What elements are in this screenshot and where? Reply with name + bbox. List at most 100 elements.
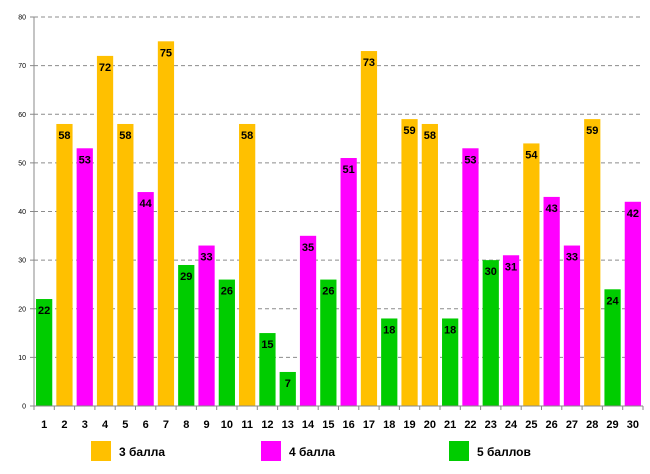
bar — [178, 264, 195, 406]
x-tick-label: 20 — [424, 419, 436, 431]
legend-label: 5 баллов — [477, 445, 531, 459]
data-label: 53 — [464, 154, 476, 166]
bar — [584, 119, 601, 407]
y-tick-label: 50 — [18, 160, 26, 167]
data-label: 26 — [221, 286, 233, 298]
bar — [76, 148, 93, 406]
data-label: 33 — [566, 252, 578, 264]
bar — [157, 41, 175, 406]
y-tick-label: 30 — [18, 258, 26, 265]
x-tick-label: 13 — [282, 419, 294, 431]
y-tick-label: 20 — [18, 306, 26, 313]
x-tick-label: 9 — [203, 419, 209, 431]
bar — [117, 123, 134, 406]
x-tick-label: 3 — [82, 419, 88, 431]
bar — [56, 123, 73, 406]
x-tick-label: 26 — [546, 419, 558, 431]
x-tick-label: 24 — [505, 419, 518, 431]
bar — [259, 333, 276, 406]
x-tick-label: 6 — [143, 419, 149, 431]
bar — [299, 235, 317, 406]
bar — [624, 201, 641, 406]
data-label: 73 — [363, 57, 375, 69]
x-tick-label: 25 — [525, 419, 537, 431]
x-tick-label: 16 — [343, 419, 355, 431]
gridlines — [34, 16, 643, 358]
data-label: 30 — [485, 266, 497, 278]
x-tick-label: 29 — [606, 419, 618, 431]
x-tick-label: 11 — [241, 419, 253, 431]
x-tick-label: 12 — [261, 419, 273, 431]
x-tick-label: 4 — [102, 419, 109, 431]
data-label: 53 — [79, 154, 91, 166]
data-label: 7 — [285, 378, 291, 390]
bar — [563, 245, 581, 406]
bar — [421, 123, 438, 406]
bar — [482, 260, 499, 406]
y-tick-label: 0 — [22, 404, 26, 411]
data-label: 18 — [444, 324, 456, 336]
bar — [502, 255, 520, 406]
bar — [462, 148, 479, 406]
bar — [137, 192, 154, 406]
data-label: 33 — [200, 252, 212, 264]
y-tick-label: 80 — [18, 15, 26, 22]
data-label: 58 — [119, 130, 131, 142]
bar — [320, 279, 337, 406]
legend-swatch — [261, 441, 281, 461]
bar — [36, 299, 53, 406]
bar — [442, 318, 459, 406]
y-tick-label: 40 — [18, 209, 26, 216]
data-label: 58 — [58, 130, 70, 142]
y-tick-label: 60 — [18, 112, 26, 119]
bar — [360, 51, 378, 406]
x-tick-label: 30 — [627, 419, 639, 431]
y-tick-label: 70 — [18, 63, 26, 70]
y-axis-ticks: 0 10 20 30 40 50 60 70 80 — [18, 15, 34, 411]
bar — [340, 158, 357, 406]
data-label: 43 — [546, 203, 558, 215]
data-label: 15 — [261, 339, 273, 351]
data-label: 75 — [160, 47, 172, 59]
data-label: 31 — [505, 261, 517, 273]
data-label: 59 — [586, 125, 598, 137]
data-label: 72 — [99, 62, 111, 74]
bar — [279, 371, 296, 406]
data-label: 35 — [302, 242, 314, 254]
bar — [604, 289, 621, 406]
x-tick-label: 21 — [444, 419, 456, 431]
bar — [523, 143, 540, 407]
bars — [36, 41, 641, 407]
bar — [381, 318, 398, 406]
bar — [218, 279, 235, 406]
x-tick-label: 15 — [322, 419, 334, 431]
x-tick-label: 28 — [586, 419, 598, 431]
data-labels: 22 58 53 72 58 44 75 29 33 26 58 15 7 35 26 51 73 18 59 58 1… — [38, 47, 639, 390]
data-label: 44 — [140, 198, 153, 210]
y-tick-label: 10 — [18, 355, 26, 362]
data-label: 54 — [525, 149, 538, 161]
data-label: 24 — [606, 295, 619, 307]
x-tick-label: 17 — [363, 419, 375, 431]
x-axis-ticks: 1 2 3 4 5 6 7 8 9 10 11 12 13 14 15 16 17 18 19 20 21 22 23 24 2… — [33, 406, 644, 431]
data-label: 58 — [424, 130, 436, 142]
data-label: 59 — [403, 125, 415, 137]
bar — [543, 196, 560, 406]
data-label: 22 — [38, 305, 50, 317]
x-tick-label: 14 — [302, 419, 315, 431]
x-tick-label: 10 — [221, 419, 233, 431]
data-label: 51 — [343, 164, 355, 176]
legend-swatch — [449, 441, 469, 461]
data-label: 58 — [241, 130, 253, 142]
bar — [96, 55, 114, 407]
x-tick-label: 8 — [183, 419, 189, 431]
bar — [401, 119, 418, 407]
x-tick-label: 1 — [41, 419, 47, 431]
x-tick-label: 23 — [485, 419, 497, 431]
data-label: 29 — [180, 271, 192, 283]
legend-label: 4 балла — [289, 445, 335, 459]
x-tick-label: 19 — [403, 419, 415, 431]
bar — [198, 245, 215, 406]
